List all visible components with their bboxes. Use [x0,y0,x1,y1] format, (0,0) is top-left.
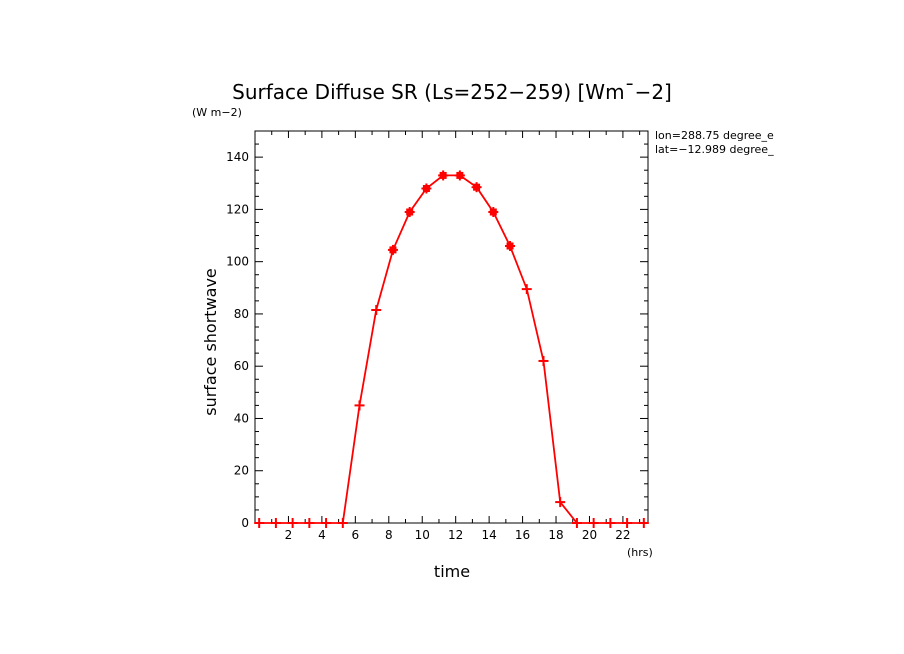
chart-title: Surface Diffuse SR (Ls=252−259) [Wm¯−2] [232,80,672,104]
data-point [287,518,298,528]
x-axis-label: time [434,562,470,581]
data-point [505,240,516,251]
info-lon: lon=288.75 degree_e [655,129,774,142]
data-point [605,518,616,528]
data-point [354,400,365,411]
plot-frame [254,130,649,524]
y-tick-label: 20 [234,464,249,478]
info-lat: lat=−12.989 degree_ [655,143,774,156]
x-tick-label: 20 [582,528,597,542]
data-marks [254,170,649,528]
data-point [638,518,649,528]
y-tick-label: 80 [234,307,249,321]
x-tick-label: 14 [481,528,496,542]
y-tick-label: 0 [241,516,249,530]
data-point [521,284,532,295]
data-point [270,518,281,528]
data-point [571,518,582,528]
axis-ticks: 2 4 6 8 10 12 14 16 18 20 22 0 20 40 60 80 100 120 140 [226,131,648,542]
data-point [454,170,465,181]
x-tick-label: 12 [448,528,463,542]
data-point [555,497,566,508]
y-tick-label: 100 [226,255,249,269]
data-point [588,518,599,528]
data-point [371,305,382,316]
data-point [254,518,265,528]
y-tick-label: 120 [226,202,249,216]
data-point [304,518,315,528]
data-point [488,207,499,218]
x-tick-label: 18 [548,528,563,542]
data-point [337,518,348,528]
x-tick-label: 2 [285,528,293,542]
data-point [321,518,332,528]
x-tick-label: 4 [318,528,326,542]
data-point [471,182,482,193]
x-tick-label: 8 [385,528,393,542]
data-point [438,170,449,181]
data-point [404,207,415,218]
y-unit-label: (W m−2) [192,106,242,119]
data-point [622,518,633,528]
y-tick-label: 60 [234,359,249,373]
series-line [259,174,644,524]
x-tick-label: 6 [352,528,360,542]
data-point [387,244,398,255]
y-axis-label: surface shortwave [201,268,220,416]
data-point [538,355,549,366]
x-tick-label: 16 [515,528,530,542]
y-tick-label: 140 [226,150,249,164]
data-point [421,183,432,194]
y-tick-label: 40 [234,411,249,425]
x-tick-label: 22 [615,528,630,542]
x-unit-label: (hrs) [627,546,653,559]
x-tick-label: 10 [415,528,430,542]
